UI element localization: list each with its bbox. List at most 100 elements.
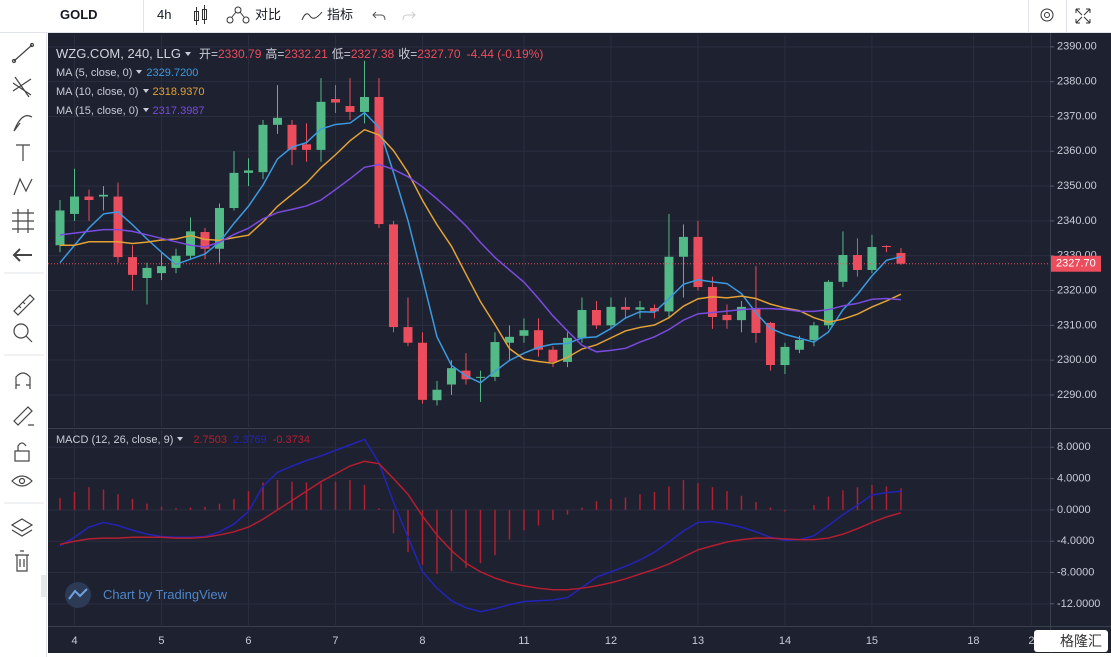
candle-body — [852, 255, 862, 270]
x-tick-label: 7 — [332, 635, 338, 647]
macd-value: 2.7503 — [193, 434, 228, 446]
ma-name: MA (10, close, 0) — [56, 86, 139, 98]
candle-body — [446, 368, 456, 385]
y-tick-label: 2320.00 — [1057, 284, 1097, 296]
candle-body — [838, 255, 848, 282]
undo-redo[interactable] — [370, 0, 420, 32]
ohlc-value: 2327.70 — [417, 47, 461, 61]
candle-body — [374, 96, 384, 225]
macd-value: 2.3769 — [233, 434, 267, 446]
drawing-toolbar — [4, 33, 47, 657]
candle-body — [345, 106, 355, 112]
x-tick-label: 8 — [419, 635, 425, 647]
ma-line — [59, 111, 902, 384]
ma-line — [59, 163, 902, 353]
macd-legend: MACD (12, 26, close, 9) 2.7503 2.3769 -0.37… — [56, 434, 310, 446]
x-tick-label: 15 — [866, 635, 878, 647]
logo: 格隆汇 — [1034, 630, 1108, 652]
indicators-icon[interactable] — [300, 0, 324, 32]
candle-body — [620, 306, 630, 310]
candle-body — [736, 306, 746, 321]
compare-button[interactable]: 对比 — [255, 7, 282, 22]
watermark[interactable]: Chart by TradingView — [103, 587, 228, 602]
ohlc-name: 开= — [198, 47, 218, 61]
candle-body — [200, 232, 210, 249]
candle-body — [388, 224, 398, 328]
x-tick-label: 11 — [518, 635, 529, 647]
ma-value: 2329.7200 — [146, 67, 199, 79]
candle-body — [707, 287, 717, 317]
y-tick-label: 8.0000 — [1057, 441, 1091, 453]
ma-name: MA (15, close, 0) — [56, 105, 139, 117]
candle-body — [867, 247, 877, 270]
y-tick-label: -8.0000 — [1057, 566, 1094, 578]
candle-body — [417, 342, 427, 400]
logo-text: 格隆汇 — [1060, 633, 1102, 649]
candle-body — [432, 389, 442, 401]
candle-body — [70, 196, 79, 214]
signal-line — [59, 460, 902, 591]
candle-body — [403, 327, 413, 343]
candle-body — [142, 267, 152, 278]
y-tick-label: -4.0000 — [1057, 535, 1094, 547]
candle-body — [258, 124, 268, 173]
candle-body — [678, 236, 688, 257]
x-tick-label: 5 — [158, 635, 164, 647]
x-tick-label: 14 — [779, 635, 791, 647]
main-legend: WZG.COM, 240, LLG 开=2330.79 高=2332.21 低=232… — [56, 44, 543, 121]
candle-body — [722, 314, 732, 321]
candle-body — [881, 245, 891, 248]
candle-body — [229, 172, 239, 209]
ohlc-value: 2330.79 — [218, 47, 262, 61]
candle-body — [99, 194, 108, 197]
y-tick-label: 2360.00 — [1057, 145, 1097, 157]
candle-body — [243, 170, 253, 173]
interval-button[interactable]: 4h — [157, 7, 172, 22]
ohlc-name: 低= — [331, 47, 351, 61]
ma-name: MA (5, close, 0) — [56, 67, 133, 79]
candle-body — [359, 96, 369, 112]
macd-title: MACD (12, 26, close, 9) — [56, 434, 174, 446]
top-toolbar: GOLD 4h 对比 指标 — [0, 0, 1111, 33]
last-price-tag — [1051, 255, 1101, 272]
candle-body — [896, 252, 906, 264]
indicators-button[interactable]: 指标 — [327, 7, 354, 22]
chart-type-button[interactable] — [190, 0, 210, 32]
y-tick-label: 4.0000 — [1057, 472, 1091, 484]
candle-body — [533, 330, 543, 350]
ohlc-name: 收= — [398, 47, 418, 61]
compare-icon[interactable] — [224, 0, 252, 32]
candle-body — [157, 266, 166, 274]
x-tick-label: 12 — [605, 635, 617, 647]
candle-body — [316, 101, 326, 150]
y-tick-label: 2300.00 — [1057, 354, 1097, 366]
x-tick-label: 6 — [245, 635, 251, 647]
candle-body — [765, 322, 775, 366]
y-tick-label: 2340.00 — [1057, 215, 1097, 227]
candle-body — [664, 256, 674, 312]
candle-body — [113, 196, 123, 258]
y-tick-label: 2380.00 — [1057, 76, 1097, 88]
candle-body — [649, 307, 659, 312]
ohlc-row: WZG.COM, 240, LLG 开=2330.79 高=2332.21 低=232… — [56, 44, 543, 64]
candle-body — [287, 124, 297, 150]
candle-body — [606, 306, 616, 326]
candle-body — [186, 231, 195, 256]
macd-line — [59, 438, 902, 613]
candle-body — [504, 336, 514, 343]
symbol-title: WZG.COM, 240, LLG — [56, 46, 181, 61]
settings-fullscreen[interactable] — [1028, 0, 1111, 32]
y-tick-label: 2350.00 — [1057, 180, 1097, 192]
symbol-button[interactable]: GOLD — [60, 7, 98, 22]
y-tick-label: 2290.00 — [1057, 389, 1097, 401]
y-tick-label: 2390.00 — [1057, 41, 1097, 53]
candle-body — [475, 376, 485, 378]
candle-body — [330, 99, 340, 103]
candle-body — [751, 307, 761, 334]
x-tick-label: 13 — [692, 635, 704, 647]
candle-body — [548, 349, 558, 362]
candle-body — [562, 337, 572, 362]
ma-legend-row: MA (5, close, 0) 2329.7200 — [56, 64, 543, 83]
y-tick-label: 0.0000 — [1057, 504, 1091, 516]
